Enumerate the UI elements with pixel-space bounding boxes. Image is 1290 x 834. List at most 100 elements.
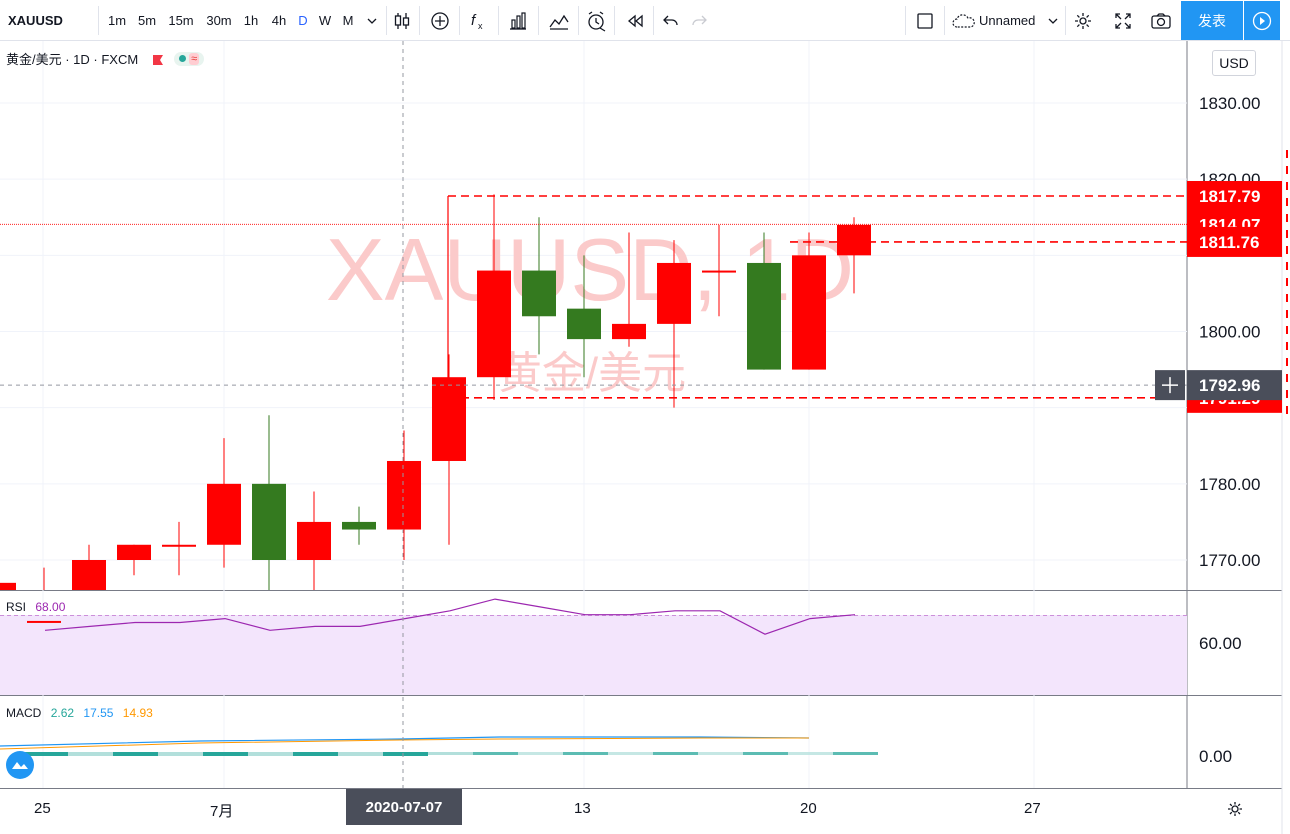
macd-histogram-bar [473, 752, 518, 755]
rsi-band [0, 615, 1187, 695]
macd-legend: MACD 2.62 17.55 14.93 [6, 706, 153, 720]
chevron-down-icon[interactable] [364, 0, 380, 41]
toolbar-divider [98, 6, 99, 35]
legend-title: 黄金/美元 · 1D · FXCM [6, 52, 139, 67]
toolbar-divider [1065, 6, 1066, 35]
toolbar-divider [944, 6, 945, 35]
candles-icon[interactable] [391, 0, 413, 41]
expand-icon[interactable] [1111, 0, 1135, 41]
macd-line [0, 736, 810, 747]
toolbar-divider [459, 6, 460, 35]
currency-button[interactable]: USD [1212, 50, 1256, 76]
candle-body [522, 270, 556, 317]
market-status-pill[interactable]: ≈ [174, 51, 205, 66]
gear-icon[interactable] [1071, 0, 1095, 41]
macd-histogram-bar [788, 752, 833, 755]
candle-body [252, 483, 286, 560]
interval-1h[interactable]: 1h [243, 13, 259, 28]
undo-icon[interactable] [660, 0, 682, 41]
price-axis: 1830.001820.001800.001780.001770.0060.00… [1155, 94, 1282, 766]
rsi-label: RSI [6, 600, 27, 614]
macd-histogram-bar [563, 752, 608, 755]
rsi-line [44, 598, 856, 635]
toolbar-divider [386, 6, 387, 35]
macd-histogram-bar [833, 752, 878, 755]
interval-m[interactable]: M [342, 13, 354, 28]
macd-tick-label: 0.00 [1199, 747, 1232, 766]
interval-15m[interactable]: 15m [168, 13, 194, 28]
interval-d[interactable]: D [298, 13, 308, 28]
flag-icon[interactable] [152, 54, 164, 65]
toolbar-divider [498, 6, 499, 35]
candle-body [567, 308, 601, 340]
cursor-price-label: 1792.96 [1199, 376, 1260, 395]
candles [0, 194, 871, 623]
bar-chart-icon[interactable] [506, 0, 530, 41]
rsi-legend: RSI 68.00 [6, 600, 65, 614]
time-tick: 13 [574, 800, 591, 817]
candle-body [162, 544, 196, 547]
symbol-search[interactable]: XAUUSD [8, 13, 63, 28]
macd-histogram-bar [383, 752, 428, 756]
candle-body [477, 270, 511, 378]
rsi-value: 68.00 [35, 600, 66, 614]
price-tick-label: 1830.00 [1199, 94, 1260, 113]
price-tick-label: 1800.00 [1199, 323, 1260, 342]
macd-histogram-bar [68, 752, 113, 756]
publish-button[interactable]: 发表 [1181, 1, 1243, 40]
interval-30m[interactable]: 30m [206, 13, 232, 28]
cursor-price-bg [1187, 370, 1282, 401]
toolbar-divider [653, 6, 654, 35]
macd-value-1: 2.62 [50, 706, 75, 720]
tradingview-logo-icon[interactable] [6, 751, 34, 779]
compare-icon[interactable] [546, 0, 572, 41]
toolbar-divider [905, 6, 906, 35]
chart-legend: 黄金/美元 · 1D · FXCM ≈ [6, 49, 205, 68]
interval-w[interactable]: W [318, 13, 332, 28]
interval-5m[interactable]: 5m [137, 13, 157, 28]
redo-icon[interactable] [688, 0, 710, 41]
data-delay-icon: ≈ [189, 52, 200, 65]
axis-settings-gear-icon[interactable] [1226, 800, 1244, 823]
candle-body [747, 262, 781, 370]
fullscreen-square-icon[interactable] [913, 0, 937, 41]
cloud-icon[interactable] [950, 0, 978, 41]
add-indicator-icon[interactable] [428, 0, 452, 41]
toolbar-divider [419, 6, 420, 35]
layout-chevron-down-icon[interactable] [1045, 0, 1061, 41]
svg-text:f: f [471, 12, 477, 29]
watermark-sub: 黄金/美元 [498, 349, 686, 398]
price-tick-label: 1780.00 [1199, 475, 1260, 494]
price-label-bg [1187, 180, 1282, 211]
time-tick: 25 [34, 800, 51, 817]
time-tick: 20 [800, 800, 817, 817]
candle-body [297, 521, 331, 560]
macd-series [0, 736, 878, 756]
replay-icon[interactable] [623, 0, 647, 41]
alert-clock-icon[interactable] [584, 0, 608, 41]
candle-body [207, 483, 241, 545]
candle-body [72, 560, 106, 590]
time-tick: 27 [1024, 800, 1041, 817]
macd-histogram-bar [428, 752, 473, 755]
play-icon[interactable] [1244, 1, 1280, 40]
price-label: 1817.79 [1199, 187, 1260, 206]
camera-icon[interactable] [1149, 0, 1173, 41]
candle-body [342, 521, 376, 530]
interval-4h[interactable]: 4h [271, 13, 287, 28]
rsi-series [44, 598, 856, 635]
layout-name[interactable]: Unnamed [979, 13, 1036, 28]
candle-body [612, 323, 646, 340]
macd-histogram-bar [518, 752, 563, 755]
price-tick-label: 1770.00 [1199, 551, 1260, 570]
candle-body [702, 270, 736, 273]
interval-1m[interactable]: 1m [107, 13, 127, 28]
macd-histogram-bar [698, 752, 743, 755]
macd-histogram-bar [158, 752, 203, 756]
cursor-date-label: 2020-07-07 [346, 789, 462, 825]
price-lines [0, 41, 1288, 788]
plus-icon [1162, 377, 1178, 394]
